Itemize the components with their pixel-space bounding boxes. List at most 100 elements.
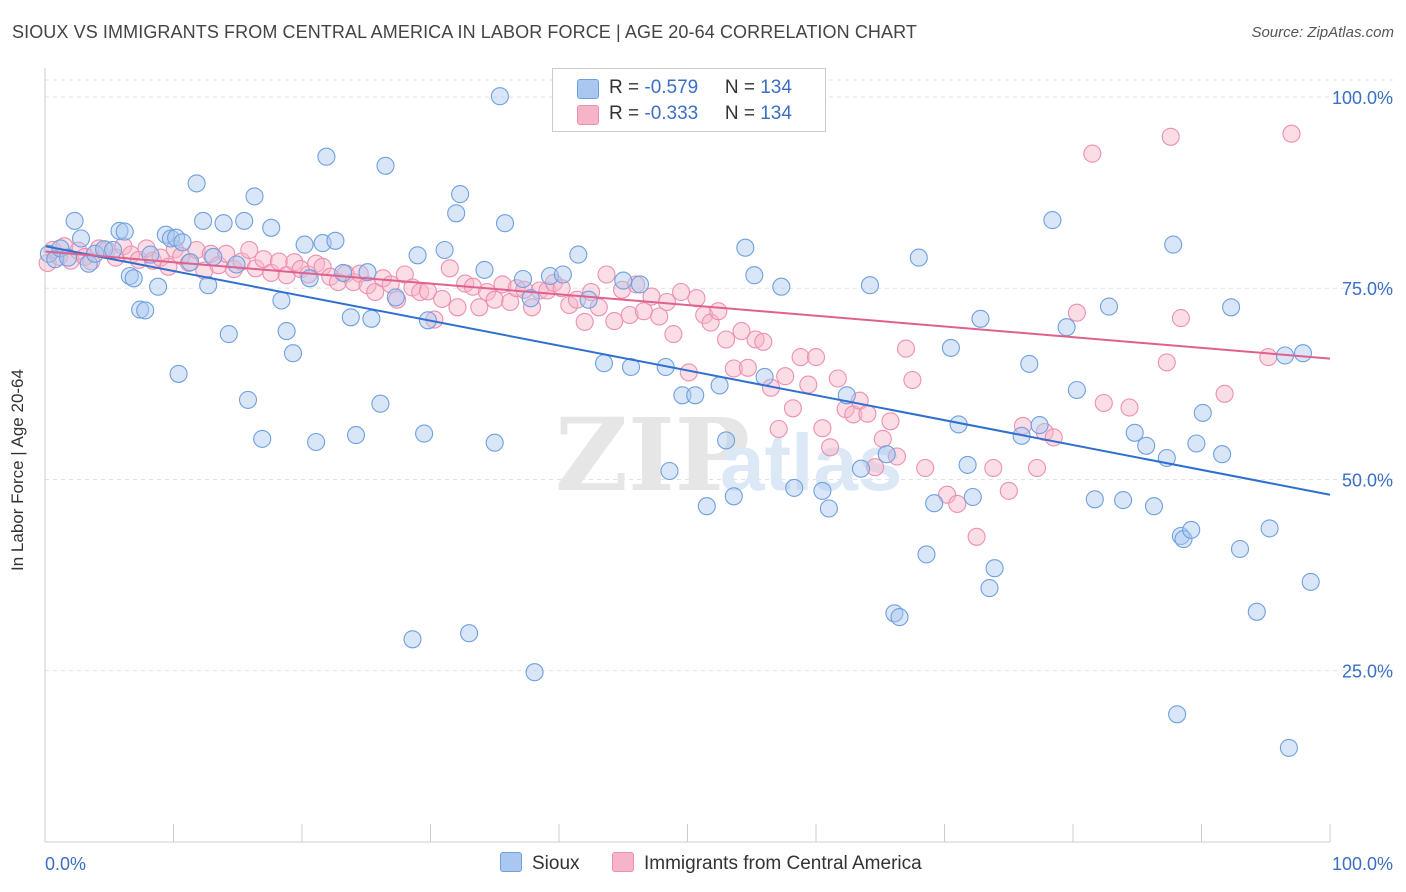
sioux-point (1030, 416, 1049, 435)
legend-item-sioux[interactable]: Sioux (500, 852, 580, 875)
trend-lines (44, 245, 1331, 496)
immigrants-point (709, 302, 728, 321)
sioux-point (235, 211, 254, 230)
legend-item-immigrants[interactable]: Immigrants from Central America (612, 852, 922, 875)
sioux-point (475, 260, 494, 279)
sioux-point (1043, 211, 1062, 230)
immigrants-point (433, 289, 452, 308)
y-tick-label: 50.0% (1342, 470, 1393, 490)
immigrants-point (1282, 124, 1301, 143)
sioux-point (1057, 318, 1076, 337)
immigrants-point (776, 367, 795, 386)
sioux-point (214, 214, 233, 233)
y-tick-label: 75.0% (1342, 279, 1393, 299)
immigrants-point (813, 419, 832, 438)
immigrants-point (366, 282, 385, 302)
sioux-point (161, 229, 180, 248)
sioux-point (1293, 344, 1313, 363)
sioux-point (1164, 235, 1183, 254)
sioux-point (958, 455, 977, 474)
sioux-point (925, 494, 944, 513)
source-credit: Source: ZipAtlas.com (1251, 24, 1394, 41)
immigrants-point (1120, 398, 1139, 417)
sioux-point (745, 266, 764, 285)
n-value-sioux: 134 (760, 77, 792, 98)
immigrants-point (448, 298, 467, 317)
watermark-text: ZIP (555, 396, 750, 514)
sioux-point (194, 211, 213, 230)
sioux-point (272, 291, 291, 310)
n-label: N = (724, 103, 761, 124)
sioux-point (980, 579, 999, 598)
sioux-point (346, 426, 366, 445)
sioux-point (71, 229, 91, 248)
sioux-point (485, 433, 504, 452)
immigrants-point (165, 240, 184, 259)
sioux-point (1171, 526, 1190, 546)
sioux-point (169, 364, 188, 383)
immigrants-point (999, 481, 1018, 500)
immigrants-point (881, 412, 900, 431)
immigrants-point (687, 289, 706, 308)
sioux-point (525, 663, 544, 682)
immigrants-point (799, 375, 818, 394)
immigrants-point (240, 240, 259, 260)
sioux-point (686, 386, 705, 405)
sioux-point (553, 265, 572, 284)
watermark-text: atlas (720, 418, 902, 507)
sioux-point (736, 238, 755, 257)
immigrants-point (575, 312, 594, 331)
immigrants-point (873, 429, 892, 448)
immigrants-point (597, 265, 616, 284)
sioux-point (124, 269, 143, 288)
sioux-point (334, 263, 353, 282)
immigrants-point (903, 370, 922, 390)
sioux-point (724, 487, 743, 506)
immigrants-point (1067, 303, 1086, 322)
sioux-point (173, 233, 192, 252)
immigrants-point (172, 247, 191, 266)
sioux-point (917, 545, 936, 564)
series-legend: Sioux Immigrants from Central America (0, 852, 1406, 876)
sioux-point (594, 354, 614, 373)
immigrants-point (1161, 127, 1180, 146)
sioux-point (1279, 738, 1298, 757)
immigrants-point (552, 279, 571, 298)
sioux-point (1182, 520, 1201, 539)
immigrants-point (783, 399, 802, 418)
immigrants-point (1259, 348, 1278, 367)
sioux-point (819, 499, 838, 518)
sioux-point (963, 487, 982, 507)
sioux-point (1187, 434, 1206, 453)
immigrants-point (254, 250, 273, 269)
immigrants-legend-label: Immigrants from Central America (644, 853, 922, 874)
immigrants-point (858, 404, 877, 423)
immigrants-point (724, 359, 743, 378)
sioux-point (1247, 602, 1266, 621)
correlation-legend: R = -0.579 N = 134 R = -0.333 N = 134 (552, 68, 826, 132)
immigrants-point (916, 458, 935, 478)
immigrants-point (948, 494, 967, 513)
sioux-point (772, 277, 791, 296)
sioux-point (141, 245, 160, 264)
immigrants-point (285, 253, 304, 272)
sioux-point (1174, 530, 1193, 549)
sioux-point (614, 271, 633, 290)
sioux-point (238, 390, 258, 409)
sioux-point (277, 322, 296, 341)
sioux-point (358, 263, 377, 282)
sioux-point (521, 289, 540, 308)
sioux-point (1230, 539, 1250, 559)
sioux-legend-swatch (500, 852, 522, 872)
immigrants-point (791, 348, 810, 367)
sioux-point (1085, 490, 1104, 509)
sioux-point (362, 309, 381, 328)
r-value-sioux: -0.579 (644, 77, 699, 98)
r-label: R = (609, 77, 645, 98)
immigrants-point (470, 298, 489, 317)
sioux-point (317, 147, 336, 166)
immigrants-point (717, 330, 736, 349)
sioux-point (187, 174, 206, 193)
sioux-point (1144, 497, 1164, 516)
